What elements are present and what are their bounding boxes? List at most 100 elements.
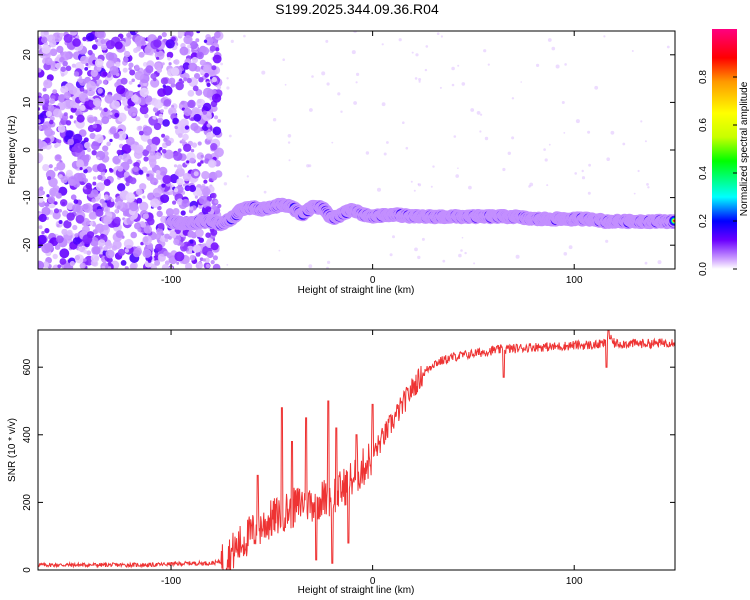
noise-blob [137,84,141,88]
noise-blob [622,142,626,146]
noise-blob [60,66,66,72]
noise-blob [191,56,198,64]
noise-blob [182,183,186,187]
noise-blob [536,63,540,67]
noise-blob [568,245,573,250]
noise-blob [49,48,58,57]
noise-blob [148,158,157,167]
noise-blob [381,102,386,107]
noise-blob [476,111,481,115]
noise-blob [190,122,199,131]
noise-blob [200,160,204,164]
spectrogram-noise-region [38,31,670,269]
noise-blob [520,81,522,83]
noise-blob [142,126,153,136]
noise-blob [145,145,152,151]
noise-blob [160,194,170,204]
noise-blob [263,190,267,194]
noise-blob [217,203,222,209]
noise-blob [418,80,421,83]
noise-blob [131,94,139,103]
noise-blob [44,228,50,234]
noise-blob [97,239,106,247]
noise-blob [205,232,211,238]
noise-blob [129,177,137,185]
noise-blob [103,206,111,213]
noise-blob [543,148,546,151]
noise-blob [415,53,419,57]
noise-blob [143,225,152,234]
noise-blob [528,185,531,188]
noise-blob [95,39,99,43]
noise-blob [85,97,89,102]
noise-blob [106,141,111,147]
snr-x-label: Height of straight line (km) [298,585,415,596]
noise-blob [460,249,463,252]
noise-blob [425,45,429,48]
noise-blob [201,171,210,180]
noise-blob [72,133,83,144]
noise-blob [84,67,89,71]
noise-blob [97,174,103,181]
noise-blob [177,148,182,153]
noise-blob [202,187,211,196]
noise-blob [511,97,515,100]
noise-blob [116,205,121,209]
noise-blob [135,188,143,196]
noise-blob [646,183,649,186]
noise-blob [223,182,228,186]
noise-blob [212,54,222,64]
noise-blob [86,250,92,256]
noise-blob [48,177,58,188]
noise-blob [69,260,75,267]
noise-blob [143,82,148,87]
noise-blob [92,181,97,186]
noise-blob [309,108,313,112]
noise-blob [187,99,196,109]
noise-blob [89,128,93,132]
noise-blob [123,238,134,249]
noise-blob [157,88,167,97]
noise-blob [154,112,159,116]
noise-blob [162,175,172,184]
noise-blob [86,80,97,91]
noise-blob [502,167,506,172]
noise-blob [198,195,208,205]
noise-blob [457,64,460,67]
noise-blob [202,102,212,112]
noise-blob [63,220,72,229]
noise-blob [103,179,111,186]
noise-blob [487,63,490,66]
colorbar-tick-label: 0.2 [698,214,709,228]
noise-blob [173,164,178,168]
noise-blob [113,216,121,224]
noise-blob [38,107,41,111]
noise-blob [127,158,133,165]
noise-blob [308,164,312,168]
noise-blob [161,264,169,269]
y-tick-label: 200 [22,494,33,511]
noise-blob [461,236,464,239]
noise-blob [38,140,44,149]
noise-blob [203,39,208,43]
noise-blob [146,173,150,177]
noise-blob [116,149,122,155]
noise-blob [103,107,108,113]
noise-blob [178,104,184,110]
noise-blob [114,41,123,50]
colorbar-tick-label: 0.6 [698,118,709,132]
noise-blob [175,167,185,177]
noise-blob [603,35,606,38]
noise-blob [212,81,217,86]
noise-blob [126,33,131,38]
noise-blob [142,235,152,246]
noise-blob [112,240,122,250]
noise-blob [56,161,66,171]
noise-blob [210,242,219,251]
noise-blob [173,238,180,246]
noise-blob [45,110,53,118]
noise-blob [179,46,189,56]
noise-blob [160,77,168,85]
noise-blob [187,109,193,115]
spectrogram-x-ticks: -100 0 100 [161,31,583,286]
